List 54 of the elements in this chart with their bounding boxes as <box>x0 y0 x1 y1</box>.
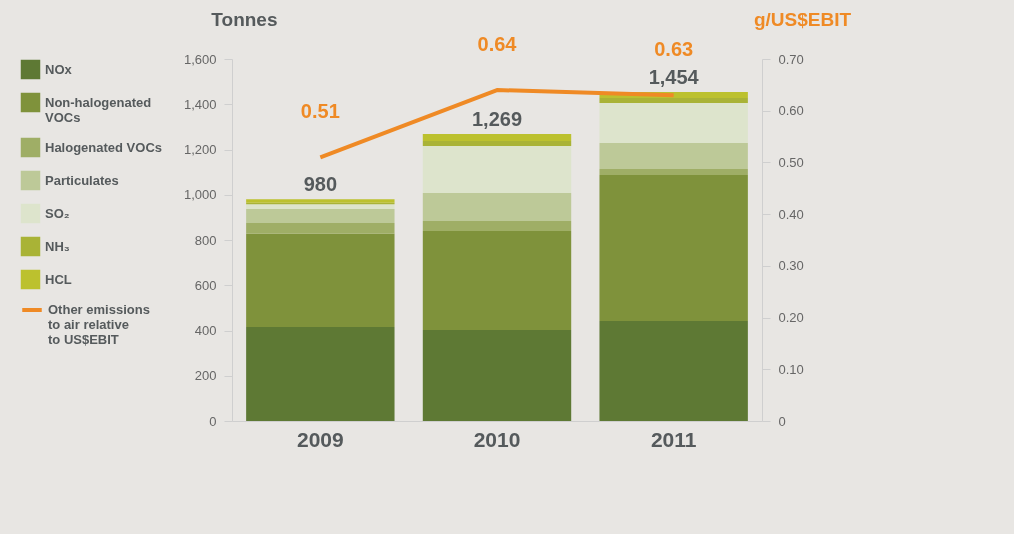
legend-label: Halogenated VOCs <box>45 139 163 155</box>
bar <box>422 146 572 193</box>
bar <box>246 233 395 328</box>
bar <box>599 175 748 321</box>
bar <box>246 327 395 421</box>
y2-tick-label: 0.60 <box>778 103 804 119</box>
bar <box>422 230 572 331</box>
y2-tick-label: 0.50 <box>778 154 804 170</box>
legend-label: Other emissions to air relative to US$EBIT <box>48 302 150 347</box>
bar <box>422 192 572 221</box>
bar <box>422 140 572 147</box>
bar <box>422 221 572 231</box>
y-tick-label: 1,600 <box>183 51 217 67</box>
data-label: 0.63 <box>654 38 694 61</box>
total-label: 1,269 <box>471 107 523 130</box>
x-tick-label: 2010 <box>473 427 521 451</box>
y-tick-label: 800 <box>194 232 217 248</box>
y-axis-title: Tonnes <box>211 8 278 30</box>
x-tick-label: 2011 <box>650 427 697 451</box>
total-label: 1,454 <box>648 66 700 89</box>
y-tick-label: 1,000 <box>183 187 217 203</box>
legend-label: SO₂ <box>45 205 70 221</box>
legend-label: NOx <box>45 61 73 77</box>
y2-tick-label: 0 <box>778 413 786 429</box>
y2-tick-label: 0.10 <box>778 361 804 377</box>
y-tick-label: 200 <box>194 368 217 384</box>
y2-axis-title: g/US$EBIT <box>753 8 852 30</box>
bar <box>422 330 572 421</box>
y2-tick-label: 0.30 <box>778 258 804 274</box>
y-tick-label: 600 <box>194 277 217 293</box>
bar <box>246 209 395 224</box>
y-tick-label: 1,200 <box>183 142 217 157</box>
y2-tick-label: 0.40 <box>778 206 804 222</box>
total-label: 980 <box>303 173 338 196</box>
bar <box>599 142 748 169</box>
bar <box>599 103 748 143</box>
data-label: 0.51 <box>300 100 340 123</box>
bar <box>422 133 572 141</box>
y-tick-label: 400 <box>194 323 217 338</box>
legend-label: NH₃ <box>45 238 70 254</box>
y-tick-label: 1,400 <box>183 96 217 112</box>
y2-tick-label: 0.70 <box>778 51 804 67</box>
legend-label: Non-halogenated VOCs <box>45 94 152 125</box>
bar <box>246 204 395 209</box>
data-label: 0.64 <box>477 33 518 56</box>
legend-label: HCL <box>45 271 72 287</box>
bar <box>599 321 748 421</box>
legend-label: Particulates <box>45 172 119 188</box>
bar <box>599 97 748 104</box>
y-tick-label: 0 <box>209 413 217 429</box>
bar <box>246 223 395 234</box>
y2-tick-label: 0.20 <box>778 310 804 326</box>
x-tick-label: 2009 <box>296 427 344 451</box>
bar <box>599 168 748 176</box>
